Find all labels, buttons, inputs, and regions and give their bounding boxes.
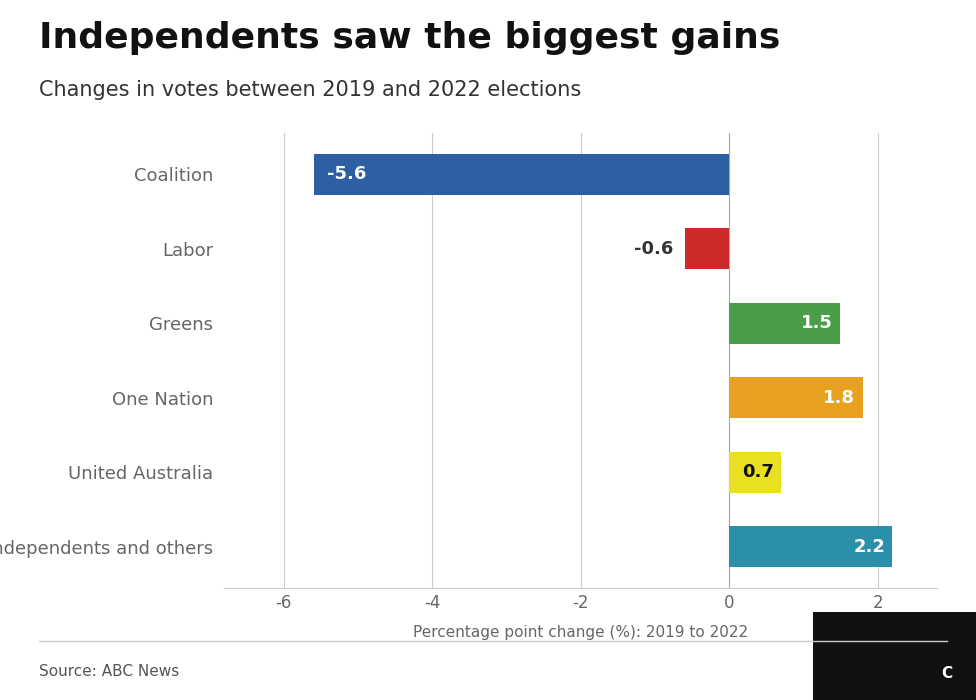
Bar: [313, 154, 729, 195]
X-axis label: Percentage point change (%): 2019 to 2022: Percentage point change (%): 2019 to 202…: [413, 625, 749, 640]
Text: C: C: [941, 666, 953, 681]
Bar: [729, 302, 840, 344]
Text: B: B: [867, 666, 878, 681]
Bar: [729, 377, 863, 419]
Bar: [684, 228, 729, 270]
Text: 2.2: 2.2: [853, 538, 885, 556]
Text: Source: ABC News: Source: ABC News: [39, 664, 180, 680]
Text: 0.7: 0.7: [742, 463, 774, 482]
Text: -0.6: -0.6: [634, 239, 673, 258]
Bar: [729, 526, 892, 567]
Bar: [729, 452, 781, 493]
Text: -5.6: -5.6: [327, 165, 366, 183]
Text: 1.8: 1.8: [824, 389, 855, 407]
Text: Changes in votes between 2019 and 2022 elections: Changes in votes between 2019 and 2022 e…: [39, 80, 582, 101]
Text: B: B: [904, 666, 915, 681]
Text: 1.5: 1.5: [801, 314, 834, 332]
Text: Independents saw the biggest gains: Independents saw the biggest gains: [39, 21, 781, 55]
